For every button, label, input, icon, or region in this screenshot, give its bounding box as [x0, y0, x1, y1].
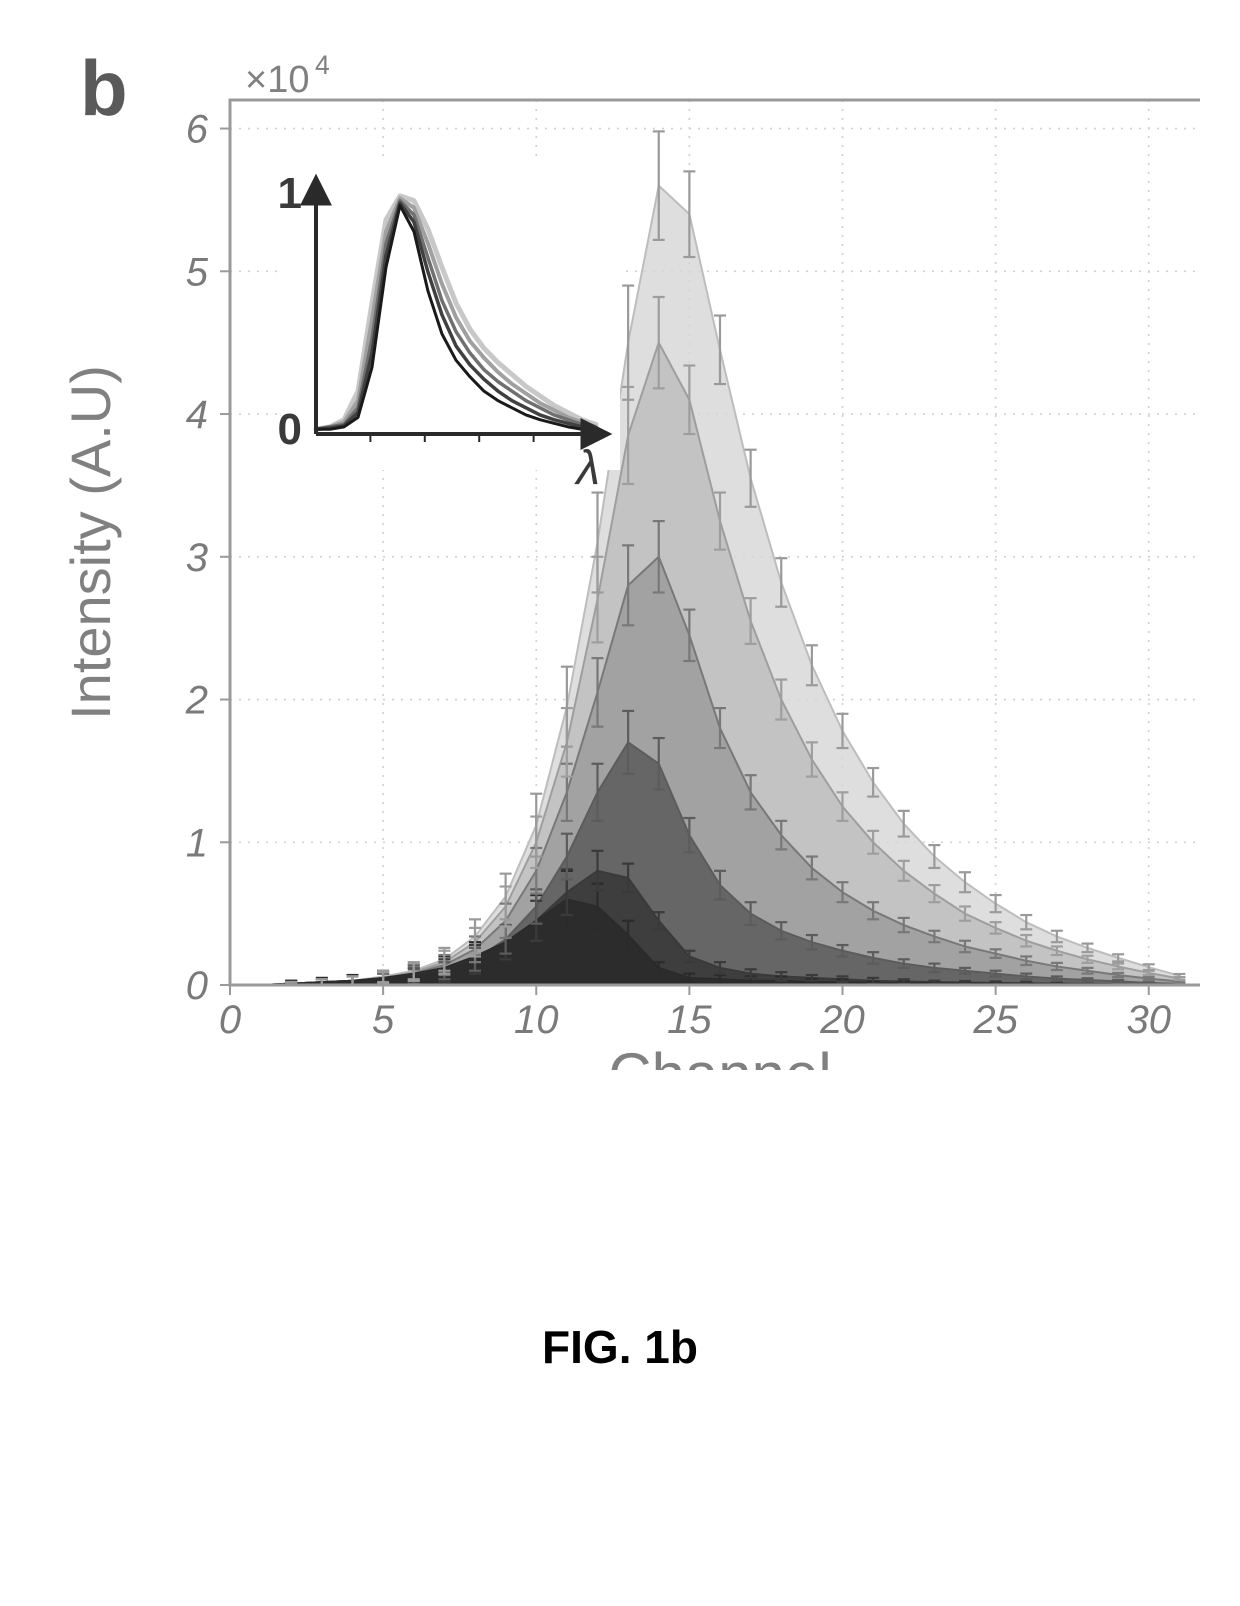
svg-text:2: 2 [185, 679, 208, 723]
svg-text:20: 20 [819, 998, 865, 1042]
svg-text:25: 25 [972, 998, 1018, 1042]
svg-text:0: 0 [278, 405, 302, 454]
svg-text:λ: λ [573, 442, 600, 495]
chart-container: 0510152025300123456ChannelIntensity (A.U… [40, 30, 1200, 1070]
svg-text:3: 3 [186, 536, 208, 580]
chart-svg: 0510152025300123456ChannelIntensity (A.U… [40, 30, 1200, 1070]
svg-text:4: 4 [186, 393, 208, 437]
svg-text:Intensity (A.U): Intensity (A.U) [59, 365, 122, 720]
svg-text:0: 0 [186, 964, 208, 1008]
svg-text:15: 15 [667, 998, 712, 1042]
svg-text:6: 6 [186, 108, 209, 152]
svg-text:×10: ×10 [245, 59, 309, 101]
figure-caption: FIG. 1b [0, 1320, 1240, 1374]
svg-text:1: 1 [278, 169, 302, 218]
svg-text:b: b [80, 44, 128, 132]
svg-text:0: 0 [219, 998, 241, 1042]
svg-text:5: 5 [186, 250, 209, 294]
svg-text:4: 4 [315, 50, 330, 80]
svg-text:1: 1 [186, 821, 208, 865]
svg-text:5: 5 [372, 998, 395, 1042]
svg-text:Channel: Channel [608, 1041, 832, 1070]
page: 0510152025300123456ChannelIntensity (A.U… [0, 0, 1240, 1606]
svg-text:10: 10 [514, 998, 559, 1042]
svg-text:30: 30 [1127, 998, 1172, 1042]
